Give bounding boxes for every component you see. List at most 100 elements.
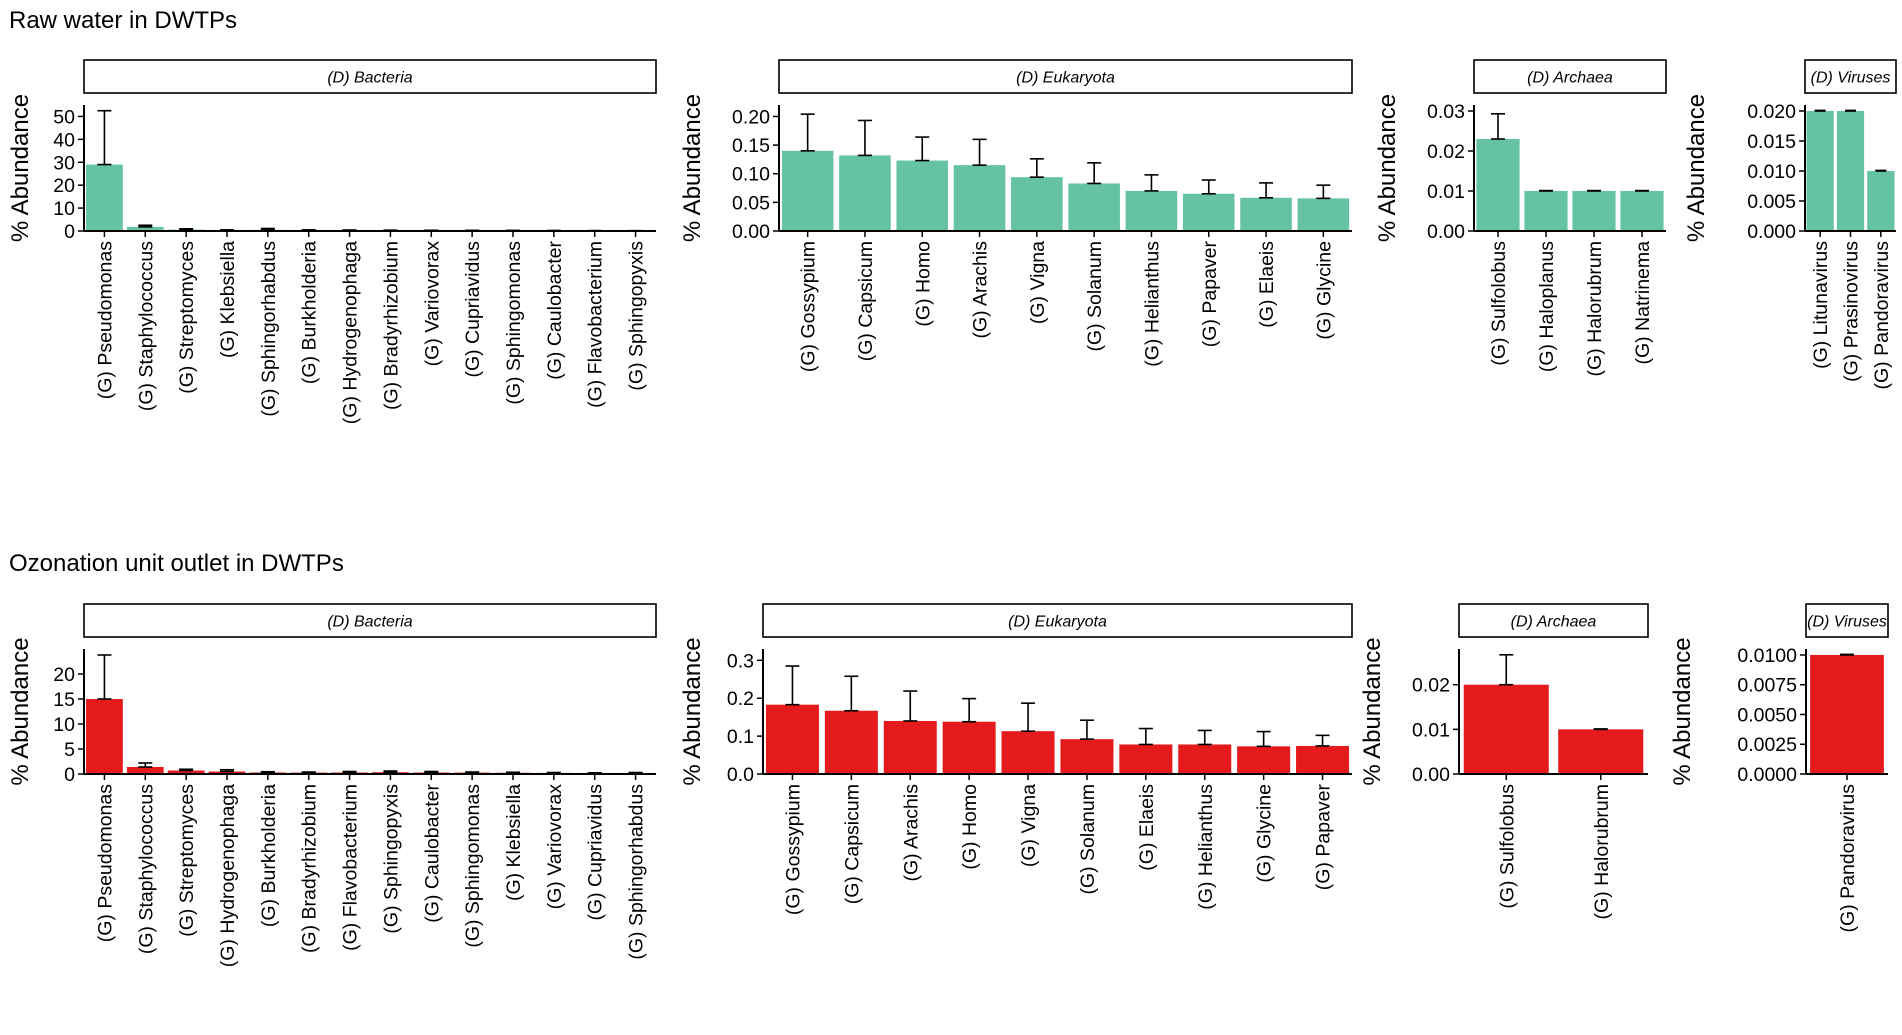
y-tick-label: 50: [53, 106, 75, 128]
y-tick-label: 0.000: [1747, 221, 1796, 243]
bar: [1011, 177, 1063, 231]
y-tick-label: 0.0000: [1737, 764, 1797, 786]
facet-label: (D) Eukaryota: [1016, 70, 1115, 87]
facet-strip: [1805, 603, 1889, 638]
y-tick-label: 0.015: [1747, 131, 1796, 153]
x-category-label: (G) Sphingomonas: [462, 784, 484, 948]
bar: [1237, 746, 1291, 774]
x-category-label: (G) Pandoravirus: [1837, 784, 1859, 933]
y-tick-label: 0.05: [732, 192, 770, 214]
facet-label: (D) Viruses: [1811, 70, 1891, 87]
bar: [1558, 729, 1644, 774]
bar: [1125, 190, 1178, 231]
x-category-label: (G) Halorubrum: [1584, 241, 1606, 376]
x-category-label: (G) Flavobacterium: [340, 784, 362, 951]
y-tick-label: 0.010: [1747, 161, 1796, 183]
x-category-label: (G) Pseudomonas: [94, 241, 116, 399]
bar: [1060, 739, 1114, 774]
panel-d-archaea: (D) Archaea 0.00 0.01 0.02 0.03 % Abundance (G…: [1374, 59, 1667, 376]
x-category-label: (G) Helianthus: [1141, 241, 1163, 367]
y-axis-title: % Abundance: [679, 94, 706, 242]
y-tick-label: 0.0075: [1737, 675, 1797, 697]
x-category-label: (G) Klebsiella: [217, 241, 239, 358]
y-tick-label: 0.0: [727, 764, 754, 786]
y-tick-label: 0.10: [732, 164, 770, 186]
y-tick-label: 0.00: [1427, 221, 1465, 243]
facet-label: (D) Bacteria: [327, 614, 412, 631]
y-tick-label: 0.01: [1427, 181, 1465, 203]
bar: [1836, 111, 1865, 231]
x-category-label: (G) Glycine: [1254, 784, 1276, 883]
y-tick-label: 0.02: [1427, 141, 1465, 163]
x-category-label: (G) Pandoravirus: [1871, 241, 1893, 390]
x-category-label: (G) Vigna: [1027, 241, 1049, 324]
facet-strip: [1804, 59, 1897, 94]
x-category-label: (G) Streptomyces: [176, 241, 198, 394]
y-axis-title: % Abundance: [1669, 637, 1696, 785]
x-category-label: (G) Caulobacter: [544, 240, 566, 379]
panel-d-bacteria: (D) Bacteria 0 5 10 15 20 % Abundance (G) Pseud…: [7, 603, 657, 967]
y-tick-label: 0.020: [1747, 101, 1796, 123]
y-axis-title: % Abundance: [1374, 94, 1401, 242]
y-tick-label: 30: [53, 152, 75, 174]
facet-strip: [83, 603, 657, 638]
bar: [1524, 191, 1568, 231]
x-category-label: (G) Haloplanus: [1536, 241, 1558, 372]
y-tick-label: 15: [53, 689, 75, 711]
y-tick-label: 0: [64, 221, 75, 243]
facet-label: (D) Bacteria: [327, 70, 412, 87]
bar: [839, 155, 891, 231]
bar: [942, 721, 996, 774]
x-category-label: (G) Sphingorhabdus: [626, 784, 648, 960]
x-category-label: (G) Variovorax: [544, 784, 566, 910]
y-axis-title: % Abundance: [1359, 637, 1386, 785]
panel-d-eukaryota: (D) Eukaryota 0.00 0.05 0.10 0.15 0.20 % Abund…: [679, 59, 1353, 372]
y-tick-label: 5: [64, 739, 75, 761]
x-category-label: (G) Arachis: [970, 241, 992, 339]
bar: [1296, 745, 1350, 774]
bar: [86, 164, 123, 231]
x-category-label: (G) Streptomyces: [176, 784, 198, 937]
x-category-label: (G) Flavobacterium: [585, 241, 607, 408]
y-tick-label: 10: [53, 714, 75, 736]
y-tick-label: 0.3: [727, 650, 754, 672]
x-category-label: (G) Burkholderia: [258, 784, 280, 927]
x-category-label: (G) Staphylococcus: [135, 241, 157, 411]
bar: [1182, 193, 1235, 231]
x-category-label: (G) Gossypium: [782, 784, 804, 915]
x-category-label: (G) Cupriavidus: [462, 241, 484, 378]
y-axis-title: % Abundance: [7, 94, 34, 242]
x-category-label: (G) Sphingopyxis: [380, 784, 402, 934]
x-category-label: (G) Papaver: [1313, 783, 1335, 890]
x-category-label: (G) Hydrogenophaga: [340, 241, 362, 424]
bar: [1463, 684, 1549, 774]
bar: [86, 699, 123, 774]
bar: [1068, 183, 1120, 231]
facet-label: (D) Archaea: [1511, 614, 1597, 631]
bar: [781, 150, 834, 231]
x-category-label: (G) Arachis: [900, 784, 922, 882]
bar: [1620, 191, 1664, 231]
bar: [208, 771, 246, 774]
y-tick-label: 0.15: [732, 135, 770, 157]
bar: [896, 160, 949, 231]
x-category-label: (G) Capsicum: [841, 784, 863, 904]
bar: [1240, 197, 1292, 231]
x-category-label: (G) Gossypium: [798, 241, 820, 372]
bar: [765, 704, 819, 774]
y-tick-label: 0.0050: [1737, 704, 1797, 726]
y-tick-label: 20: [53, 175, 75, 197]
bar: [1572, 191, 1616, 231]
x-category-label: (G) Burkholderia: [299, 241, 321, 384]
y-tick-label: 0: [64, 764, 75, 786]
x-category-label: (G) Cupriavidus: [585, 784, 607, 921]
y-tick-label: 20: [53, 664, 75, 686]
y-axis-title: % Abundance: [679, 637, 706, 785]
x-category-label: (G) Solanum: [1077, 784, 1099, 895]
x-category-label: (G) Caulobacter: [421, 783, 443, 922]
bar: [1810, 654, 1884, 774]
x-category-label: (G) Sulfolobus: [1496, 784, 1518, 909]
x-category-label: (G) Prasinovirus: [1841, 241, 1863, 382]
panel-d-eukaryota: (D) Eukaryota 0.0 0.1 0.2 0.3 % Abundance (G) …: [679, 603, 1353, 915]
facet-strip: [762, 603, 1353, 638]
